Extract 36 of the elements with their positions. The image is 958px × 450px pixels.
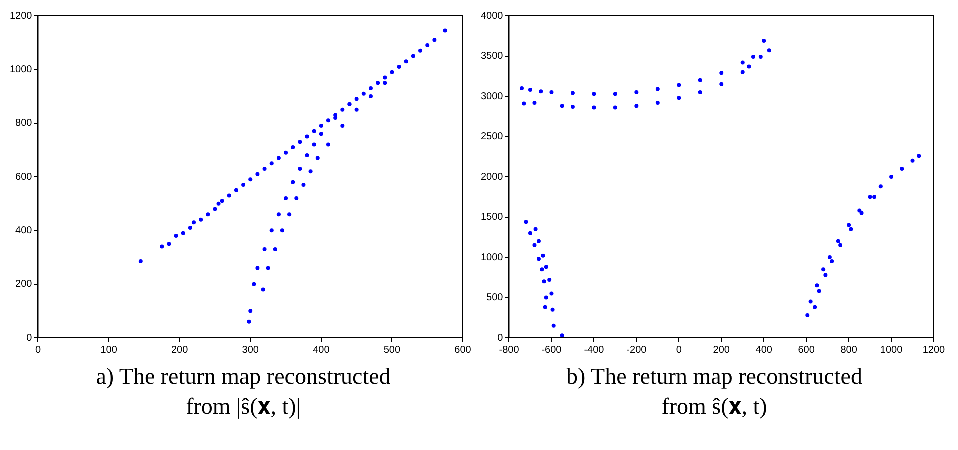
y-tick-label: 0 (498, 332, 504, 344)
y-tick-label: 200 (16, 279, 33, 290)
y-tick-label: 4000 (480, 10, 504, 22)
y-tick-label: 1500 (480, 212, 504, 223)
x-tick-label: -400 (584, 344, 605, 356)
x-tick-label: -200 (626, 344, 648, 356)
y-tick-label: 500 (486, 292, 504, 304)
y-tick-label: 800 (16, 118, 33, 130)
x-tick-label: -800 (499, 344, 520, 356)
y-tick-label: 3000 (480, 91, 504, 102)
text: b) The return map reconstructed from ŝ(𝐱, t) (566, 363, 864, 421)
x-tick-label: 0 (676, 344, 682, 356)
x-tick-label: -600 (542, 344, 562, 356)
y-tick-label: 2000 (480, 172, 504, 183)
x-tick-label: 200 (171, 344, 189, 356)
y-tick-label: 2500 (480, 132, 504, 142)
x-tick-label: 100 (100, 344, 118, 356)
x-tick-label: 400 (313, 344, 330, 356)
text: a) The return map reconstructed from |ŝ(𝐱, t)| (95, 363, 392, 421)
x-tick-label: 800 (840, 344, 858, 356)
x-tick-label: 600 (798, 344, 816, 356)
x-tick-label: 1000 (880, 344, 904, 356)
y-tick-label: 1000 (480, 252, 504, 264)
y-tick-label: 600 (16, 172, 33, 183)
y-tick-label: 1200 (10, 10, 33, 22)
x-tick-label: 1200 (922, 344, 946, 356)
y-tick-label: 3500 (480, 51, 504, 62)
y-tick-label: 1000 (10, 64, 33, 76)
y-tick-label: 0 (26, 332, 33, 344)
x-tick-label: 300 (242, 344, 260, 356)
x-tick-label: 0 (35, 344, 42, 356)
x-tick-label: 400 (756, 344, 773, 356)
x-tick-label: 200 (713, 344, 730, 356)
y-tick-label: 400 (16, 225, 33, 236)
x-tick-label: 500 (384, 344, 401, 356)
x-tick-label: 600 (454, 344, 472, 356)
